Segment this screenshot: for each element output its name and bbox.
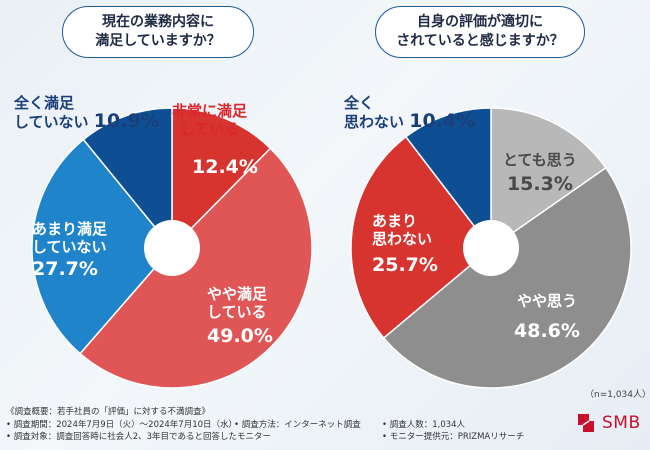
question-right-line1: 自身の評価が適切に (417, 14, 543, 30)
donut-left (31, 107, 313, 389)
footer-period: • 調査期間：2024年7月9日（火）～2024年7月10日（水） (6, 419, 238, 430)
sample-size-note: （n=1,034人） (585, 390, 650, 400)
donut-charts (31, 107, 632, 389)
slice-0-0 (171, 107, 272, 250)
value-left-very-satisfied: 12.4% (192, 156, 258, 178)
smb-logo: SMB (575, 412, 641, 434)
slice-1-1 (382, 166, 632, 389)
label-right-not-much: あまり 思わない 25.7% (372, 212, 438, 276)
footer-provider: • モニター提供元：PRIZMAリサーチ (382, 432, 525, 442)
slice-0-1 (79, 147, 313, 389)
question-bubble-left: 現在の業務内容に 満足していますか？ (62, 6, 254, 58)
footer-target: • 調査対象：調査回答時に社会人2、3年目であると回答したモニター (6, 432, 271, 442)
footer-method: • 調査方法：インターネット調査 (234, 419, 361, 430)
slice-1-2 (350, 135, 493, 339)
label-left-very-unsatisfied: 全く満足 していない 10.9% (14, 94, 160, 132)
footer-title: 《調査概要：若手社員の「評価」に対する不満調査》 (6, 407, 211, 417)
question-right-line2: されていると感じますか？ (396, 33, 564, 49)
donut-hole-1 (463, 220, 519, 276)
footer-count: • 調査人数：1,034人 (382, 419, 466, 430)
survey-footer: 《調査概要：若手社員の「評価」に対する不満調査》 • 調査期間：2024年7月9… (6, 406, 524, 444)
label-left-very-satisfied: 非常に満足 している (172, 102, 248, 138)
donut-hole-0 (144, 220, 200, 276)
label-right-very: とても思う 15.3% (503, 151, 577, 195)
logo-text: SMB (602, 413, 641, 433)
slice-1-3 (404, 107, 492, 251)
question-bubble-right: 自身の評価が適切に されていると感じますか？ (375, 6, 585, 58)
slice-0-2 (31, 138, 173, 355)
question-left-line1: 現在の業務内容に (102, 14, 214, 30)
label-right-not-at-all: 全く 思わない 10.4% (344, 94, 476, 132)
donut-right (350, 107, 632, 389)
question-left-line2: 満足していますか？ (95, 33, 221, 49)
smb-logo-icon (578, 414, 594, 432)
label-right-somewhat: やや思う 48.6% (514, 292, 580, 342)
slice-0-3 (82, 107, 173, 251)
label-left-somewhat: やや満足 している 49.0% (207, 285, 273, 347)
label-left-not-much: あまり満足 していない 27.7% (32, 220, 108, 280)
slice-1-0 (490, 107, 607, 250)
